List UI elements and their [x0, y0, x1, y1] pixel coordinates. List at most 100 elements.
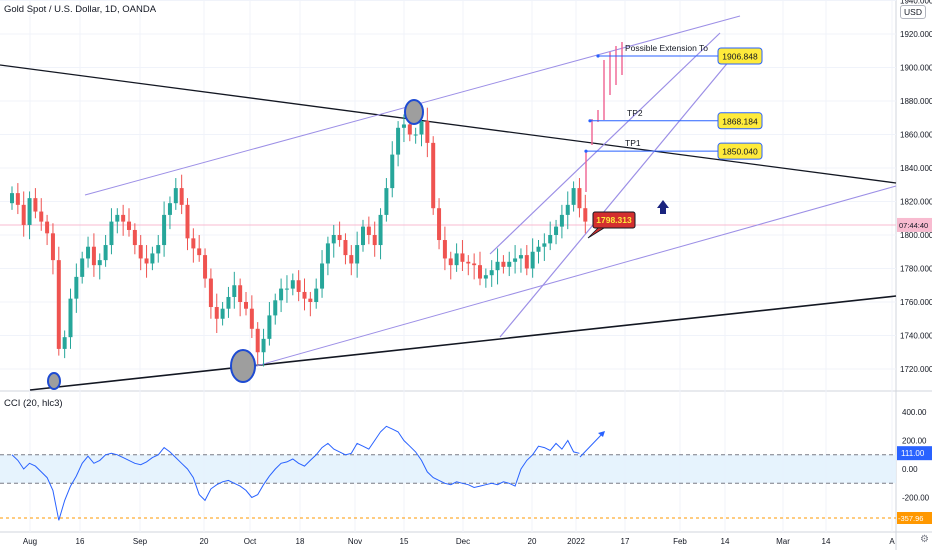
marker-ellipse-nov [404, 99, 424, 125]
candle-body [15, 193, 20, 205]
projection-bar [609, 52, 611, 95]
tp2-label: TP2 [627, 108, 643, 118]
current-price-callout [592, 211, 636, 229]
candle-body [150, 253, 155, 264]
extension-target-box [717, 47, 763, 65]
candle-body [156, 245, 161, 254]
price-tick-label: 1920.000 [900, 30, 932, 39]
candle-body [577, 188, 582, 209]
time-tick-label: Sep [133, 537, 148, 546]
marker-ellipse-aug [47, 372, 61, 390]
marker-ellipse-oct [230, 349, 256, 383]
candle-body [378, 214, 383, 246]
candle-body [173, 188, 178, 204]
time-tick-label: Oct [244, 537, 257, 546]
candle-body [361, 226, 365, 246]
candle-body [279, 288, 284, 301]
candle-body [68, 298, 73, 338]
candle-body [103, 245, 108, 261]
candle-body [21, 204, 26, 225]
projection-bar [621, 42, 623, 75]
candle-body [448, 258, 453, 266]
candle-body [86, 246, 91, 259]
candle-body [325, 243, 330, 264]
candle-body [10, 193, 14, 204]
indicator-tick-label: -200.00 [902, 494, 930, 503]
candle-body [548, 235, 553, 244]
tp2-target-marker [588, 119, 592, 123]
candle-body [91, 246, 96, 266]
steep-channel-lower [499, 59, 731, 338]
price-tick-label: 1900.000 [900, 64, 932, 73]
candle-body [261, 338, 266, 353]
time-tick-label: 17 [621, 537, 630, 546]
candle-body [571, 188, 576, 205]
projection-bar [591, 119, 593, 145]
candle-body [536, 246, 541, 252]
candle-body [518, 255, 523, 259]
cci-lower-tag [897, 512, 932, 524]
candle-body [290, 280, 295, 289]
countdown-value: 07:44:40 [899, 221, 928, 230]
time-tick-label: 20 [528, 537, 537, 546]
candle-body [273, 300, 278, 316]
price-tick-label: 1800.000 [900, 231, 932, 240]
tp2-target-box [717, 112, 763, 130]
price-tick-label: 1940.000 [900, 0, 932, 6]
candle-body [284, 288, 289, 290]
time-tick-label: 14 [822, 537, 831, 546]
price-tick-label: 1880.000 [900, 97, 932, 106]
price-tick-label: 1740.000 [900, 332, 932, 341]
indicator-tick-label: 200.00 [902, 437, 927, 446]
cci-arrowhead-icon [598, 431, 605, 437]
candle-body [167, 203, 172, 215]
candle-body [109, 221, 114, 246]
candle-body [413, 134, 418, 136]
candle-body [232, 285, 237, 297]
tp1-target-marker [584, 149, 588, 153]
candle-body [542, 243, 547, 247]
candle-body [138, 245, 143, 259]
candle-body [501, 261, 506, 267]
candle-body [244, 302, 248, 309]
indicator-title[interactable]: CCI (20, hlc3) [4, 398, 63, 409]
candle-body [489, 270, 494, 276]
extension-label: Possible Extension To [625, 43, 708, 53]
candle-body [45, 221, 50, 234]
candle-body [331, 235, 336, 244]
candle-body [121, 214, 126, 222]
candle-body [407, 124, 412, 135]
channel-lower-line [234, 185, 897, 373]
candle-body [267, 315, 272, 339]
callout-pointer [587, 227, 606, 239]
projection-bar [585, 150, 587, 192]
candle-body [507, 261, 512, 267]
time-tick-label: 20 [200, 537, 209, 546]
candle-body [144, 258, 149, 264]
candle-body [390, 154, 395, 189]
candle-body [62, 337, 67, 349]
candle-body [437, 208, 442, 241]
candle-body [127, 221, 131, 230]
cci-value-tag [897, 446, 932, 461]
time-tick-label: A [889, 537, 895, 546]
candle-body [132, 229, 137, 246]
candle-body [454, 253, 459, 266]
candle-body [478, 265, 482, 279]
candle-body [162, 214, 167, 246]
candle-body [80, 258, 85, 277]
projection-bar [597, 110, 599, 122]
price-tick-label: 1720.000 [900, 365, 932, 374]
current-price-value: 1798.313 [596, 215, 632, 225]
currency-badge[interactable]: USD [900, 5, 926, 19]
candle-body [466, 261, 471, 264]
extension-target-value: 1906.848 [722, 52, 758, 62]
cci-projection-arrow [579, 431, 605, 458]
candle-body [39, 211, 44, 222]
cci-value-text: 111.00 [901, 449, 925, 458]
gear-icon[interactable]: ⚙ [920, 534, 929, 545]
candle-body [296, 280, 301, 292]
price-tick-label: 1760.000 [900, 298, 932, 307]
